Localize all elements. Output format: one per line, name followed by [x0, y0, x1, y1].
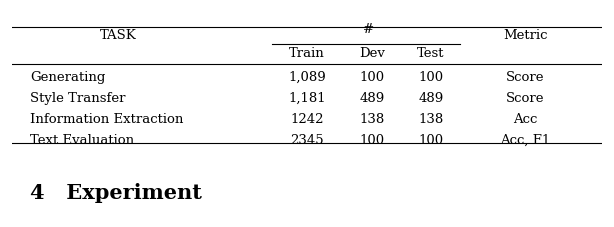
Text: 4   Experiment: 4 Experiment	[30, 182, 202, 202]
Text: Generating: Generating	[30, 70, 106, 83]
Text: 138: 138	[359, 112, 384, 125]
Text: Score: Score	[506, 91, 545, 104]
Text: Acc: Acc	[513, 112, 537, 125]
Text: Text Evaluation: Text Evaluation	[30, 133, 134, 146]
Text: 1,089: 1,089	[288, 70, 326, 83]
Text: Dev: Dev	[359, 47, 385, 60]
Text: 489: 489	[418, 91, 443, 104]
Text: 100: 100	[418, 70, 443, 83]
Text: 100: 100	[418, 133, 443, 146]
Text: 100: 100	[359, 70, 384, 83]
Text: Information Extraction: Information Extraction	[30, 112, 184, 125]
Text: #: #	[363, 22, 375, 35]
Text: Score: Score	[506, 70, 545, 83]
Text: TASK: TASK	[100, 29, 137, 42]
Text: 489: 489	[359, 91, 384, 104]
Text: 100: 100	[359, 133, 384, 146]
Text: Style Transfer: Style Transfer	[30, 91, 125, 104]
Text: 1,181: 1,181	[288, 91, 326, 104]
Text: 138: 138	[418, 112, 443, 125]
Text: 2345: 2345	[290, 133, 324, 146]
Text: 1242: 1242	[290, 112, 324, 125]
Text: Acc, F1: Acc, F1	[500, 133, 550, 146]
Text: Metric: Metric	[503, 29, 547, 42]
Text: Train: Train	[289, 47, 325, 60]
Text: Test: Test	[417, 47, 445, 60]
